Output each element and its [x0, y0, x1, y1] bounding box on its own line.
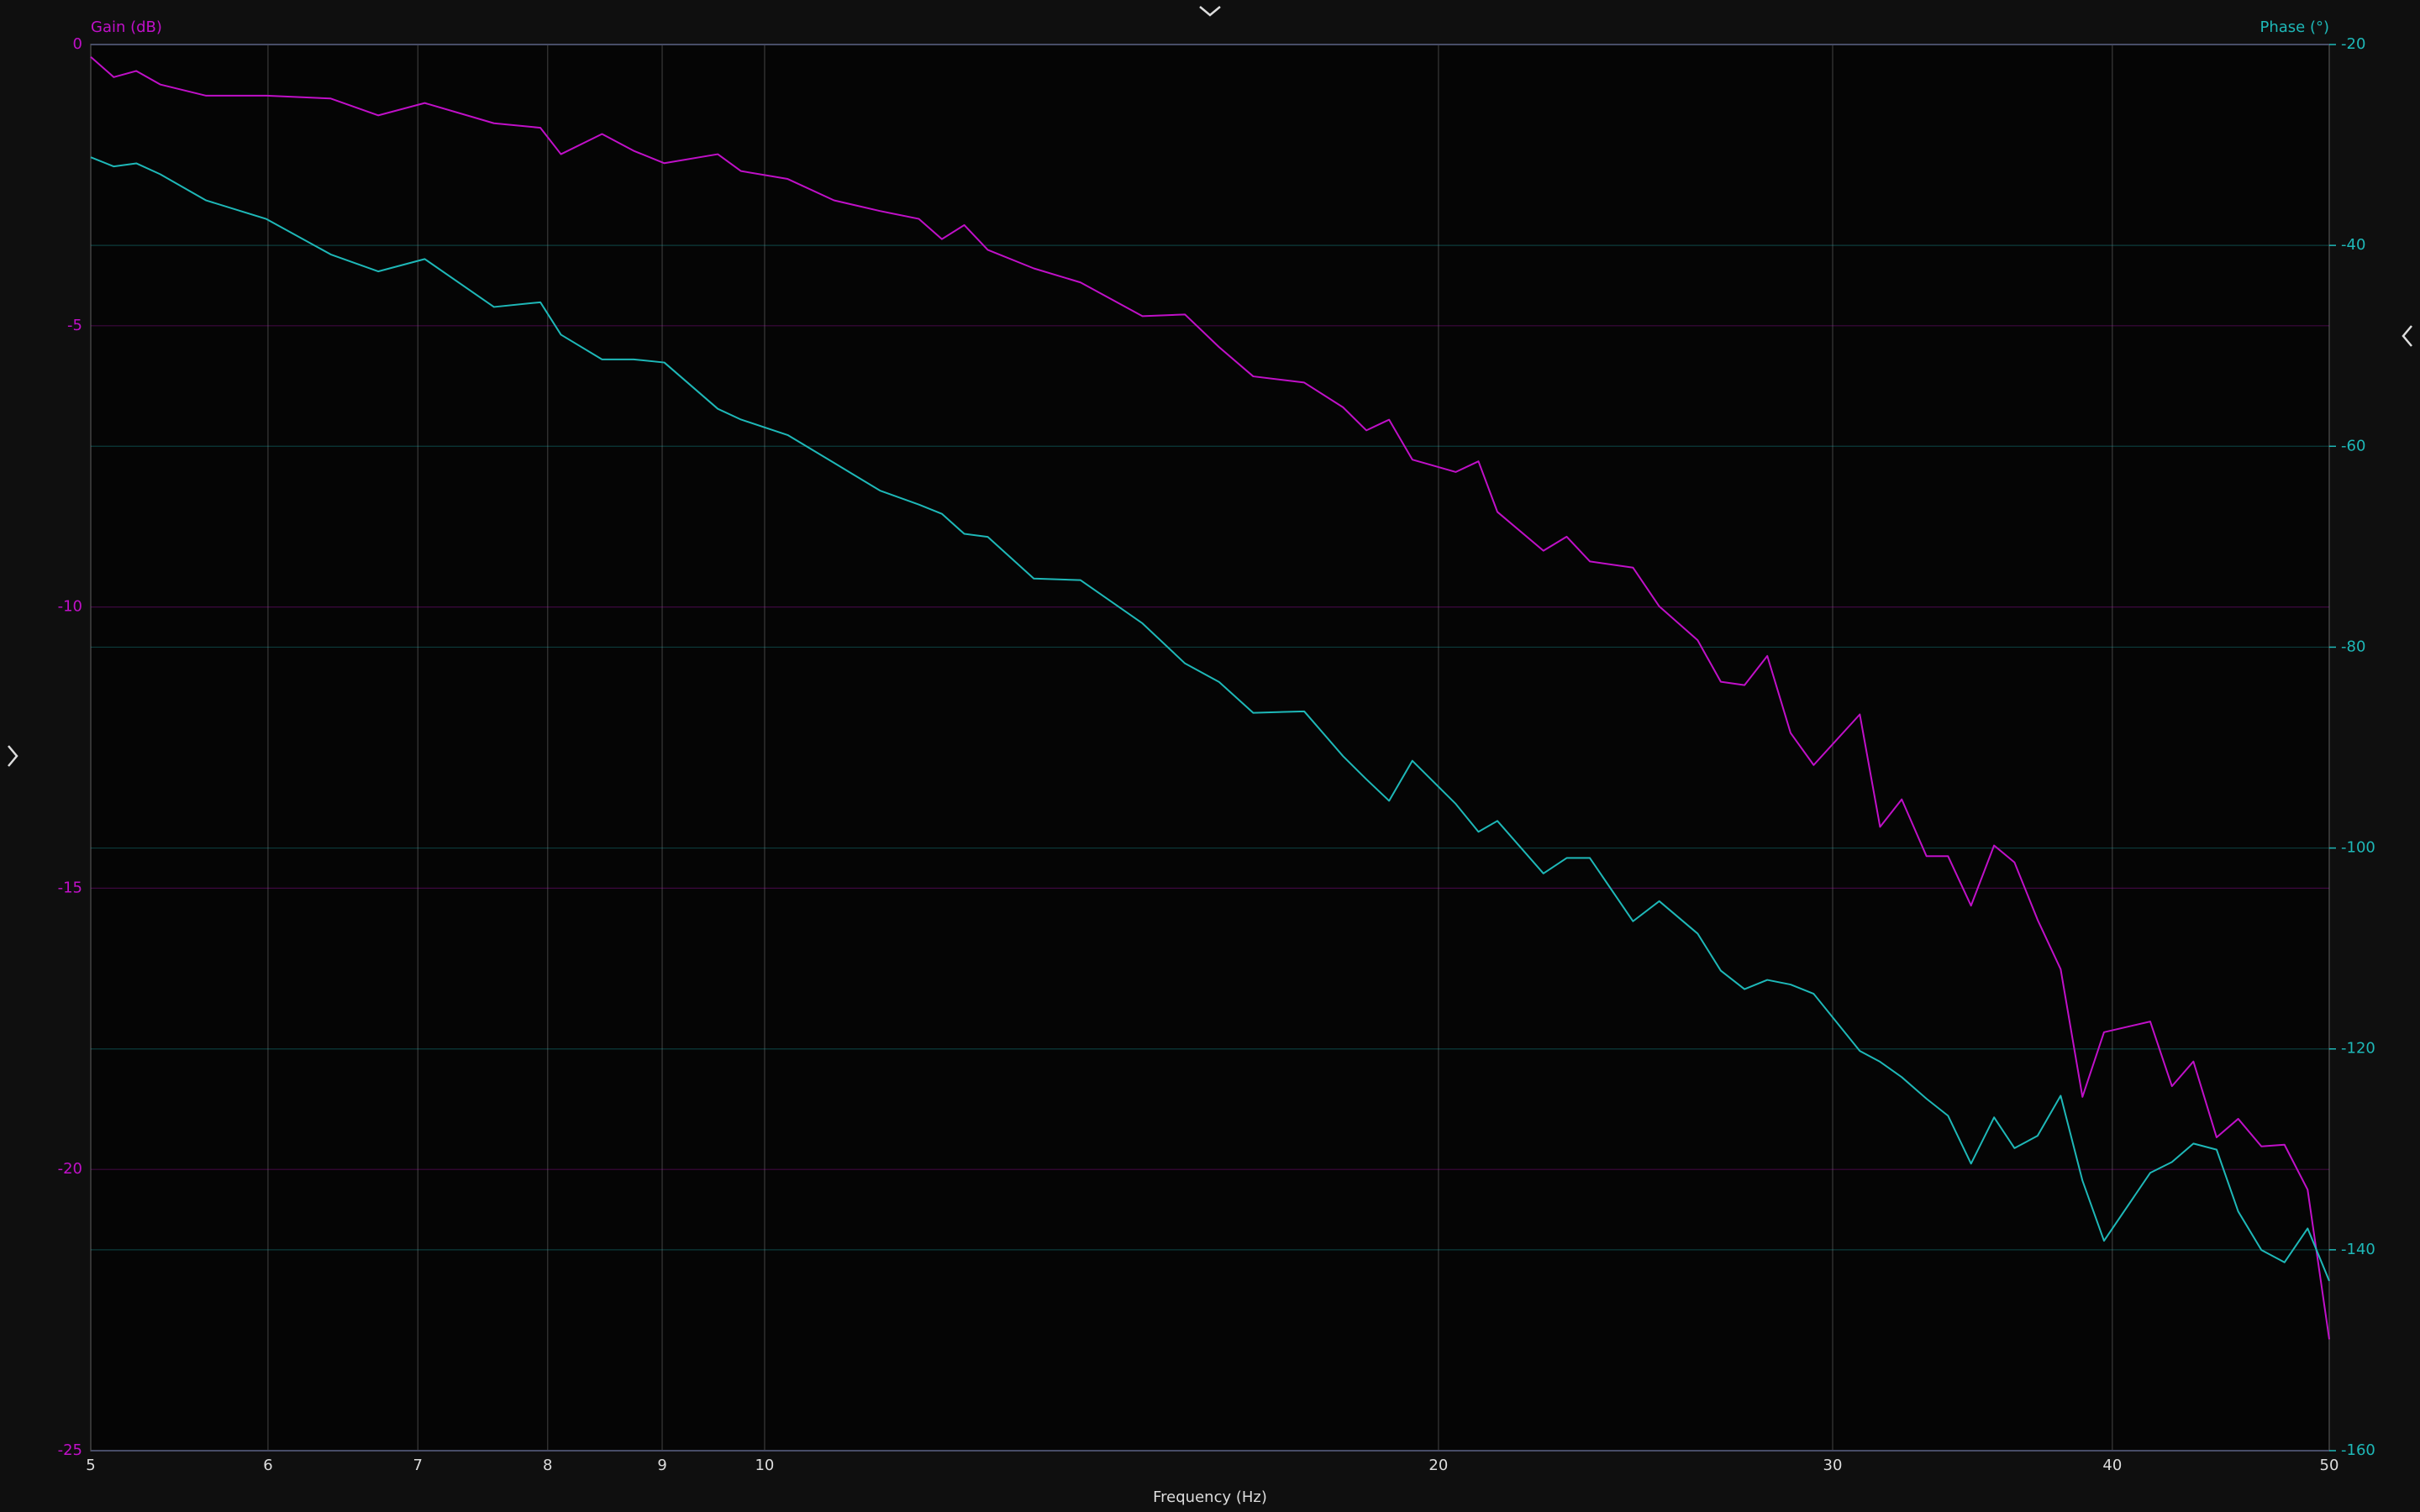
labels: Gain (dB) Phase (°) Frequency (Hz) 5 6 7 8 9…: [58, 18, 2375, 1506]
y2-tick-label: -100: [2341, 839, 2375, 857]
y2-axis-title: Phase (°): [2260, 18, 2329, 36]
x-tick-label: 50: [2320, 1457, 2339, 1474]
expand-left-button[interactable]: [8, 745, 18, 767]
gain-line: [90, 55, 2330, 1340]
x-tick-label: 20: [1428, 1457, 1448, 1474]
expand-right-button[interactable]: [2402, 325, 2412, 347]
y2-tick-label: -140: [2341, 1241, 2375, 1258]
y-tick-label: 0: [73, 35, 82, 53]
collapse-top-button[interactable]: [1199, 6, 1221, 17]
x-tick-label: 5: [86, 1457, 95, 1474]
plot-area: [90, 44, 2330, 1452]
y-tick-label: -25: [58, 1441, 82, 1459]
y2-tick-label: -120: [2341, 1040, 2375, 1058]
x-tick-label: 10: [755, 1457, 774, 1474]
y2-tick-label: -160: [2341, 1441, 2375, 1459]
x-tick-label: 30: [1823, 1457, 1843, 1474]
y2-tick-label: -80: [2341, 638, 2365, 655]
y-tick-label: -5: [67, 317, 82, 334]
x-tick-label: 9: [657, 1457, 666, 1474]
y2-tick-label: -60: [2341, 437, 2365, 454]
y-tick-label: -10: [58, 598, 82, 616]
phase-line: [90, 156, 2330, 1282]
y-tick-label: -15: [58, 879, 82, 896]
y2-tick-label: -40: [2341, 236, 2365, 254]
y-axis-title: Gain (dB): [91, 18, 162, 36]
x-tick-label: 40: [2102, 1457, 2122, 1474]
grid: [90, 44, 2330, 1452]
x-axis-title: Frequency (Hz): [1153, 1488, 1267, 1506]
y2-tick-label: -20: [2341, 35, 2365, 53]
x-tick-label: 7: [413, 1457, 423, 1474]
plot-lines: [90, 55, 2330, 1340]
x-tick-label: 6: [263, 1457, 272, 1474]
x-tick-label: 8: [543, 1457, 552, 1474]
y-tick-label: -20: [58, 1160, 82, 1178]
